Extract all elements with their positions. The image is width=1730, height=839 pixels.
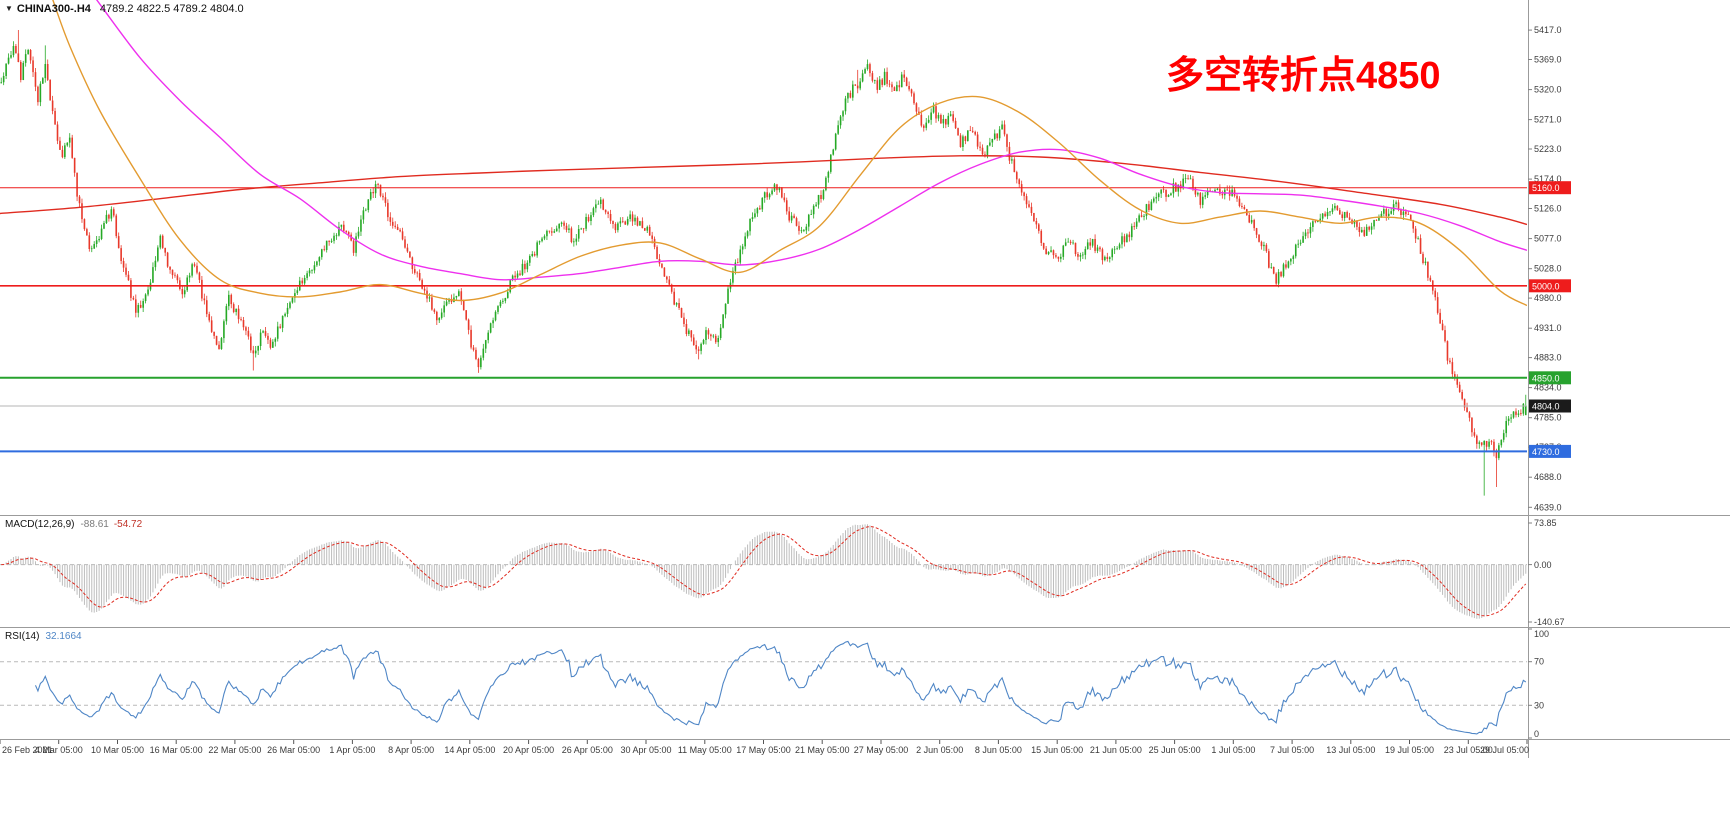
ohlc-readout: 4789.2 4822.5 4789.2 4804.0 [99, 3, 244, 15]
macd-signal-value: -54.72 [113, 519, 143, 530]
time-axis-label: 22 Mar 05:00 [208, 745, 261, 755]
price-axis-label: 5271.0 [1534, 115, 1562, 125]
time-axis-label: 23 Jul 05:00 [1444, 745, 1493, 755]
price-axis-label: 5174.0 [1534, 174, 1562, 184]
time-axis-label: 15 Jun 05:00 [1031, 745, 1083, 755]
price-level-badge-text: 5160.0 [1532, 183, 1560, 193]
macd-indicator-name: MACD(12,26,9) [5, 519, 75, 530]
price-level-badge-text: 4804.0 [1532, 402, 1560, 412]
price-axis-label: 5126.0 [1534, 204, 1562, 214]
time-axis-label: 8 Jun 05:00 [975, 745, 1022, 755]
time-axis-label: 30 Apr 05:00 [621, 745, 672, 755]
time-axis-label: 1 Jul 05:00 [1211, 745, 1255, 755]
time-axis-label: 2 Jun 05:00 [916, 745, 963, 755]
price-axis-label: 4688.0 [1534, 472, 1562, 482]
slow-ma-red [0, 155, 1527, 226]
price-level-badge-text: 5000.0 [1532, 281, 1560, 291]
bullish-candle-bodies [0, 46, 1527, 459]
time-axis-label: 16 Mar 05:00 [150, 745, 203, 755]
time-axis-label: 20 Apr 05:00 [503, 745, 554, 755]
rsi-axis-label: 100 [1534, 629, 1549, 639]
rsi-axis-label: 70 [1534, 657, 1544, 667]
time-axis-label: 25 Jun 05:00 [1149, 745, 1201, 755]
price-axis-label: 5369.0 [1534, 55, 1562, 65]
time-axis-label: 11 May 05:00 [678, 745, 732, 755]
rsi-line [34, 640, 1527, 735]
macd-histogram [3, 524, 1527, 619]
time-axis-label: 29 Jul 05:00 [1480, 745, 1529, 755]
bearish-candle-bodies [15, 46, 1522, 459]
time-axis-label: 27 May 05:00 [854, 745, 909, 755]
price-level-badge [1529, 279, 1571, 293]
price-level-badge [1529, 181, 1571, 195]
rsi-axis-label: 30 [1534, 700, 1544, 710]
rsi-value: 32.1664 [45, 631, 82, 642]
macd-axis-label: 0.00 [1534, 560, 1552, 570]
price-axis-label: 5077.0 [1534, 234, 1562, 244]
price-level-badge [1529, 371, 1571, 385]
price-axis-label: 4834.0 [1534, 383, 1562, 393]
price-axis-label: 4639.0 [1534, 502, 1562, 512]
time-axis-label: 10 Mar 05:00 [91, 745, 144, 755]
price-level-badge [1529, 444, 1571, 458]
price-axis-label: 4980.0 [1534, 293, 1562, 303]
time-axis-label: 13 Jul 05:00 [1326, 745, 1375, 755]
macd-indicator-label: MACD(12,26,9) -88.61 -54.72 [5, 519, 142, 530]
price-level-badge [1529, 399, 1571, 413]
time-axis-label: 17 May 05:00 [736, 745, 791, 755]
price-axis-label: 5320.0 [1534, 85, 1562, 95]
time-axis-label: 26 Feb 2021 [2, 745, 53, 755]
time-axis-label: 7 Jul 05:00 [1270, 745, 1314, 755]
time-axis-label: 19 Jul 05:00 [1385, 745, 1434, 755]
fast-ma-orange [52, 0, 1527, 307]
price-axis-label: 5417.0 [1534, 25, 1562, 35]
price-level-badge-text: 4730.0 [1532, 447, 1560, 457]
macd-main-value: -88.61 [80, 519, 109, 530]
rsi-panel-layer [0, 640, 1527, 735]
price-axis-label: 5223.0 [1534, 144, 1562, 154]
chart-header: ▼ CHINA300-.H4 4789.2 4822.5 4789.2 4804.0 [5, 3, 244, 15]
time-axis-label: 8 Apr 05:00 [388, 745, 434, 755]
symbol-timeframe-label: CHINA300-.H4 [16, 3, 91, 15]
main-chart-layer [0, 0, 1527, 496]
bullish-candle-wicks [0, 41, 1527, 496]
macd-axis-label: -140.67 [1534, 617, 1565, 627]
macd-signal-line [1, 526, 1527, 617]
time-axis-label: 26 Apr 05:00 [562, 745, 613, 755]
time-axis-label: 21 Jun 05:00 [1090, 745, 1142, 755]
price-axis-label: 4931.0 [1534, 323, 1562, 333]
mid-ma-magenta [95, 0, 1527, 281]
time-axis-label: 21 May 05:00 [795, 745, 850, 755]
symbol-dropdown-icon[interactable]: ▼ [5, 4, 13, 13]
price-axis-label: 4883.0 [1534, 353, 1562, 363]
macd-panel-layer [0, 524, 1527, 619]
annotation-text: 多空转折点4850 [1166, 55, 1441, 97]
rsi-indicator-name: RSI(14) [5, 631, 40, 642]
macd-axis-label: 73.85 [1534, 518, 1557, 528]
price-axis-label: 4785.0 [1534, 413, 1562, 423]
time-axis-label: 4 Mar 05:00 [35, 745, 83, 755]
rsi-indicator-label: RSI(14) 32.1664 [5, 631, 82, 642]
time-axis-label: 14 Apr 05:00 [444, 745, 495, 755]
time-axis-label: 1 Apr 05:00 [329, 745, 375, 755]
price-level-badge-text: 4850.0 [1532, 373, 1560, 383]
time-axis-label: 26 Mar 05:00 [267, 745, 320, 755]
rsi-axis-label: 0 [1534, 729, 1539, 739]
price-axis-label: 5028.0 [1534, 264, 1562, 274]
